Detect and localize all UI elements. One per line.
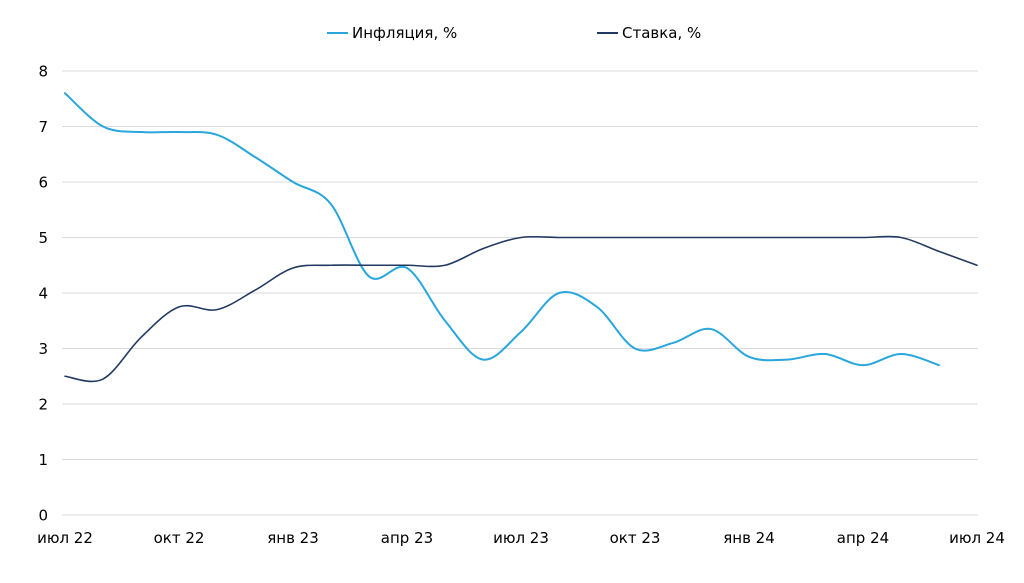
x-tick-label-8: июл 24	[949, 529, 1005, 547]
y-tick-label-3: 3	[38, 340, 48, 358]
x-tick-label-4: июл 23	[493, 529, 549, 547]
legend: Инфляция, % Ставка, %	[0, 0, 1024, 50]
y-tick-label-4: 4	[38, 285, 48, 303]
x-tick-label-5: окт 23	[610, 529, 661, 547]
y-tick-label-7: 7	[38, 118, 48, 136]
legend-item-rate: Ставка, %	[597, 25, 701, 41]
series-lines	[64, 92, 978, 383]
x-tick-label-6: янв 24	[723, 529, 775, 547]
x-tick-label-1: окт 22	[154, 529, 205, 547]
y-tick-label-6: 6	[38, 174, 48, 192]
y-tick-label-1: 1	[38, 451, 48, 469]
y-tick-label-0: 0	[38, 507, 48, 525]
y-axis-labels: 0 1 2 3 4 5 6 7 8	[38, 63, 48, 525]
x-tick-label-0: июл 22	[37, 529, 93, 547]
legend-item-inflation: Инфляция, %	[327, 25, 457, 41]
rate-line-swatch	[597, 32, 618, 34]
x-axis-labels: июл 22 окт 22 янв 23 апр 23 июл 23 окт 23 янв …	[37, 529, 1005, 547]
y-tick-label-5: 5	[38, 229, 48, 247]
x-tick-label-7: апр 24	[837, 529, 889, 547]
legend-label-inflation: Инфляция, %	[352, 24, 458, 42]
gridlines	[62, 70, 978, 516]
x-tick-label-2: янв 23	[267, 529, 319, 547]
y-tick-label-8: 8	[38, 63, 48, 81]
x-tick-label-3: апр 23	[381, 529, 433, 547]
legend-label-rate: Ставка, %	[622, 24, 702, 42]
y-tick-label-2: 2	[38, 396, 48, 414]
series-line-0	[64, 92, 940, 367]
series-line-1	[64, 235, 978, 383]
inflation-line-swatch	[327, 32, 348, 34]
